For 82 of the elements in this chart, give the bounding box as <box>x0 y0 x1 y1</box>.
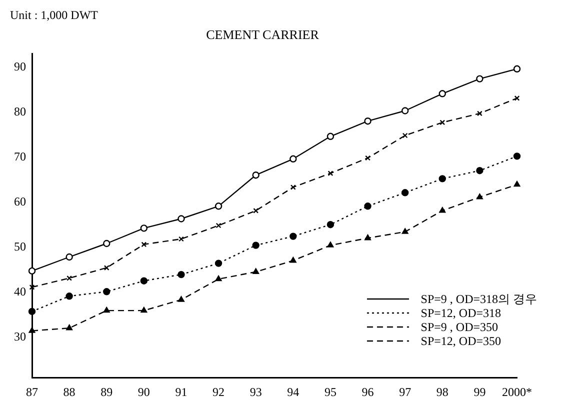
x-tick-label: 99 <box>474 384 486 399</box>
point <box>252 242 260 249</box>
point <box>365 155 370 161</box>
y-tick-label: 50 <box>14 239 26 254</box>
point <box>514 180 520 187</box>
x-tick-label: 92 <box>212 384 225 399</box>
point <box>28 327 36 333</box>
point <box>28 267 36 275</box>
point <box>328 170 334 176</box>
point <box>290 232 297 240</box>
x-tick-label: 94 <box>287 384 300 399</box>
point <box>402 228 408 234</box>
point <box>252 268 260 274</box>
point <box>104 265 110 271</box>
point <box>364 118 372 125</box>
point <box>178 236 184 242</box>
point <box>29 284 35 290</box>
x-tick-label: 91 <box>175 384 188 399</box>
chart-title: CEMENT CARRIER <box>206 27 320 42</box>
point <box>513 152 521 160</box>
point <box>28 308 36 316</box>
point <box>103 288 110 296</box>
legend-label: SP=9 , OD=318의 경우 <box>420 292 537 306</box>
point <box>66 292 73 300</box>
y-axis-title: Unit : 1,000 DWT <box>10 8 98 23</box>
point <box>402 132 408 138</box>
point <box>290 155 297 162</box>
x-tick-label: 96 <box>362 384 374 399</box>
point <box>140 224 148 232</box>
point <box>214 260 222 267</box>
point <box>326 132 334 140</box>
point <box>476 110 482 116</box>
point <box>290 184 296 190</box>
point <box>178 215 185 222</box>
point <box>476 194 483 200</box>
point <box>216 222 222 228</box>
point <box>327 242 334 248</box>
point <box>401 107 409 114</box>
x-tick-label: 98 <box>436 384 448 399</box>
x-tick-label: 89 <box>100 384 113 399</box>
x-tick-label: 87 <box>26 384 38 399</box>
point <box>476 75 484 82</box>
legend-label: SP=12, OD=318 <box>420 306 501 320</box>
y-tick-label: 80 <box>14 104 26 118</box>
point <box>214 202 222 210</box>
point <box>440 120 446 126</box>
point <box>513 65 521 72</box>
point <box>290 257 296 263</box>
y-tick-label: 70 <box>14 149 26 164</box>
point <box>140 306 148 313</box>
point <box>178 270 185 278</box>
point <box>439 207 446 213</box>
point <box>215 275 222 282</box>
point <box>140 277 148 284</box>
point <box>103 306 110 313</box>
x-tick-label: 2000* <box>502 384 532 399</box>
point <box>438 175 446 182</box>
y-tick-label: 60 <box>14 194 26 208</box>
point <box>103 240 110 248</box>
x-tick-label: 88 <box>63 384 76 399</box>
point <box>364 202 372 210</box>
y-tick-label: 30 <box>14 329 26 344</box>
x-tick-label: 93 <box>250 384 262 399</box>
point <box>476 167 484 174</box>
point <box>514 95 520 101</box>
y-tick-label: 40 <box>14 284 26 298</box>
x-tick-label: 90 <box>138 384 150 399</box>
point <box>326 221 334 228</box>
legend-label: SP=12, OD=350 <box>420 334 501 348</box>
point <box>178 296 184 302</box>
x-tick-label: 97 <box>399 384 412 399</box>
point <box>66 275 72 281</box>
x-tick-label: 95 <box>324 384 336 399</box>
y-tick-label: 90 <box>14 59 26 74</box>
point <box>253 208 259 214</box>
point <box>401 189 409 196</box>
legend-label: SP=9 , OD=350 <box>420 320 498 334</box>
point <box>252 172 260 179</box>
point <box>66 253 73 261</box>
point <box>141 242 147 248</box>
point <box>66 324 73 330</box>
point <box>438 90 446 98</box>
